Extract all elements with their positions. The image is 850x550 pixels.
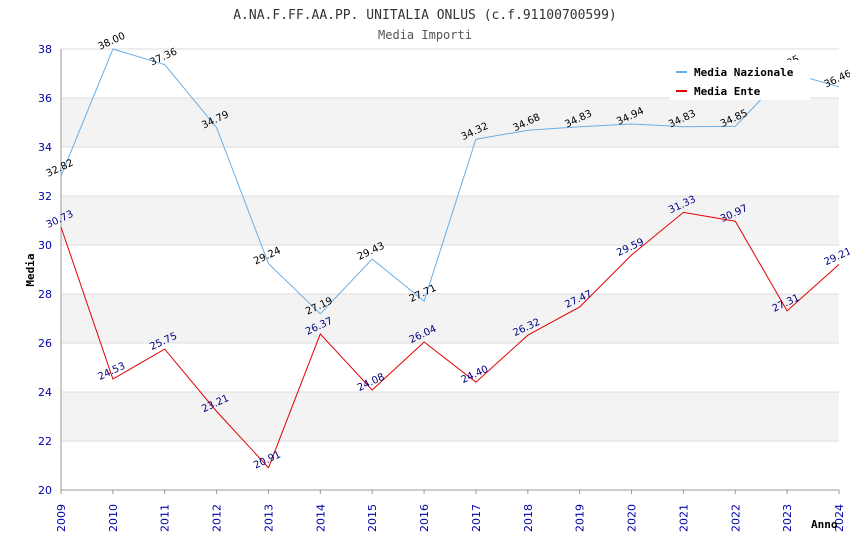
data-label: 37.36	[148, 46, 179, 68]
y-tick-label: 28	[38, 288, 52, 301]
y-tick-label: 20	[38, 484, 52, 497]
grid-lines	[61, 48, 839, 491]
data-label: 32.82	[45, 158, 76, 180]
legend-box	[670, 60, 810, 100]
chart-title: A.NA.F.FF.AA.PP. UNITALIA ONLUS (c.f.911…	[233, 8, 617, 23]
legend-label: Media Nazionale	[694, 66, 794, 79]
x-tick-label: 2009	[55, 504, 68, 532]
y-axis-label: Media	[24, 253, 37, 286]
plot-band	[61, 392, 839, 441]
x-tick-label: 2020	[626, 504, 639, 532]
x-tick-label: 2019	[574, 504, 587, 532]
data-label: 24.08	[356, 372, 387, 394]
x-tick-label: 2018	[522, 504, 535, 532]
y-tick-label: 30	[38, 239, 52, 252]
data-label: 24.40	[460, 364, 491, 386]
x-tick-label: 2016	[418, 504, 431, 532]
legend: Media Nazionale Media Ente	[670, 60, 810, 100]
x-tick-label: 2015	[366, 504, 379, 532]
plot-band	[61, 294, 839, 343]
x-tick-label: 2023	[781, 504, 794, 532]
y-tick-labels: 20 22 24 26 28 30 32 34 36 38	[38, 43, 52, 497]
series-lines	[60, 48, 840, 469]
x-tick-labels: 2009 2010 2011 2012 2013 2014 2015 2016 2017 2018…	[55, 504, 846, 532]
x-tick-label: 2010	[107, 504, 120, 532]
x-tick-label: 2022	[729, 504, 742, 532]
y-tick-label: 32	[38, 190, 52, 203]
x-tick-label: 2014	[314, 504, 327, 532]
plot-band	[61, 98, 839, 147]
x-axis-label: Anno	[811, 518, 838, 531]
x-tick-label: 2017	[470, 504, 483, 532]
data-label: 29.21	[823, 246, 850, 268]
x-tick-label: 2013	[262, 504, 275, 532]
y-tick-label: 34	[38, 141, 52, 154]
legend-label: Media Ente	[694, 85, 761, 98]
data-label: 36.46	[823, 68, 850, 90]
series-line	[60, 48, 840, 315]
x-tick-label: 2012	[211, 504, 224, 532]
y-tick-label: 22	[38, 435, 52, 448]
data-label: 29.24	[252, 245, 283, 267]
y-tick-label: 38	[38, 43, 52, 56]
x-tick-label: 2024	[833, 504, 846, 532]
data-label: 24.53	[97, 361, 128, 383]
axes	[60, 49, 840, 494]
x-tick-label: 2011	[159, 504, 172, 532]
y-tick-label: 26	[38, 337, 52, 350]
chart-subtitle: Media Importi	[378, 28, 472, 42]
x-tick-label: 2021	[677, 504, 690, 532]
y-tick-label: 36	[38, 92, 52, 105]
data-label: 20.91	[252, 449, 283, 471]
series-line	[60, 211, 840, 469]
plot-bands	[61, 98, 839, 441]
y-tick-label: 24	[38, 386, 52, 399]
